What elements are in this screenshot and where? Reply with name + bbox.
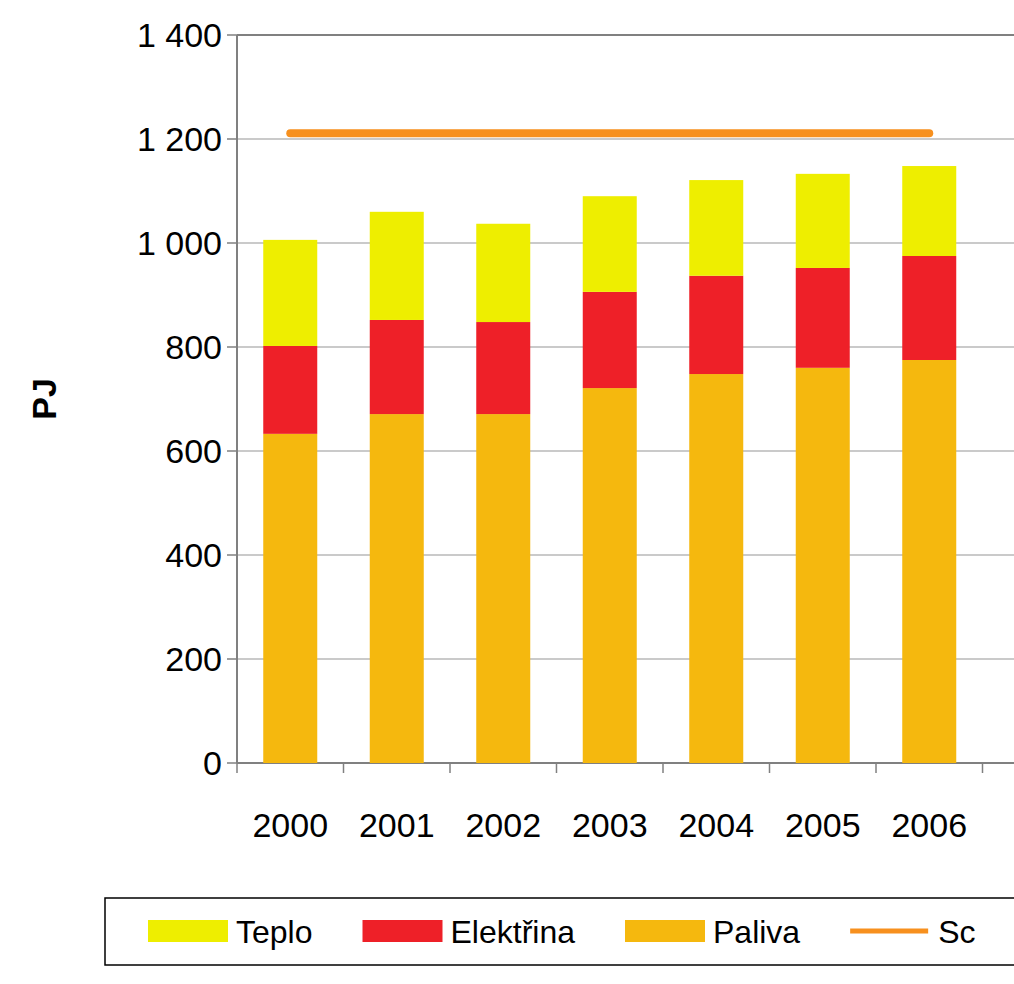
y-tick: [227, 762, 237, 764]
bar: [476, 414, 530, 763]
bar: [476, 322, 530, 414]
x-tick-label: 2003: [572, 806, 648, 844]
x-tick: [343, 763, 345, 773]
legend: Teplo Elektřina Paliva Sc: [105, 898, 1014, 965]
x-tick: [875, 763, 877, 773]
x-tick: [662, 763, 664, 773]
line: [290, 129, 929, 137]
bar: [796, 268, 850, 368]
y-tick-label: 0: [203, 744, 222, 782]
x-tick: [449, 763, 451, 773]
bar: [263, 240, 317, 346]
y-tick-label: 1 200: [137, 120, 222, 158]
grid-line: [237, 34, 1014, 36]
y-tick-label: 400: [165, 536, 222, 574]
y-axis: [236, 35, 238, 763]
legend-label: Elektřina: [451, 914, 576, 950]
bar: [370, 212, 424, 320]
x-tick-label: 2004: [678, 806, 754, 844]
y-tick: [227, 242, 237, 244]
bar: [689, 180, 743, 276]
bar: [370, 320, 424, 414]
bar: [583, 388, 637, 763]
legend-label: Paliva: [713, 914, 800, 950]
grid-line: [237, 138, 1014, 140]
x-tick-label: 2006: [891, 806, 967, 844]
x-tick: [556, 763, 558, 773]
y-tick-label: 1 400: [137, 16, 222, 54]
x-tick: [769, 763, 771, 773]
x-tick-label: 2005: [785, 806, 861, 844]
legend-swatch: [148, 920, 228, 942]
x-tick-label: 2002: [465, 806, 541, 844]
x-tick-label: 2001: [359, 806, 435, 844]
bar: [902, 166, 956, 256]
plot-frame: [237, 34, 1014, 36]
y-tick: [227, 554, 237, 556]
y-tick: [227, 658, 237, 660]
x-tick: [236, 763, 238, 773]
bar: [370, 414, 424, 763]
bar: [583, 292, 637, 388]
bar: [263, 434, 317, 763]
y-tick: [227, 450, 237, 452]
y-tick-label: 200: [165, 640, 222, 678]
bar: [902, 360, 956, 763]
bar: [902, 256, 956, 360]
bar: [583, 196, 637, 292]
legend-box: [105, 898, 1014, 965]
legend-line: [850, 929, 928, 934]
bar: [689, 276, 743, 374]
bar: [476, 224, 530, 322]
x-tick: [982, 763, 984, 773]
bar: [796, 368, 850, 763]
bar: [689, 374, 743, 763]
y-tick: [227, 138, 237, 140]
bar: [263, 346, 317, 434]
y-tick-label: 800: [165, 328, 222, 366]
legend-label: Teplo: [236, 914, 313, 950]
bar: [796, 174, 850, 268]
marks: [263, 133, 956, 763]
x-tick-label: 2000: [252, 806, 328, 844]
legend-label: Sc: [938, 914, 975, 950]
chart: 0 200 400 600 800 1 000 1 200 1 400 PJ 2000 2001 20…: [0, 0, 1014, 984]
y-tick-label: 1 000: [137, 224, 222, 262]
y-tick-label: 600: [165, 432, 222, 470]
y-axis-title: PJ: [25, 378, 63, 420]
legend-swatch: [363, 920, 443, 942]
y-tick: [227, 34, 237, 36]
y-tick: [227, 346, 237, 348]
legend-swatch: [625, 920, 705, 942]
